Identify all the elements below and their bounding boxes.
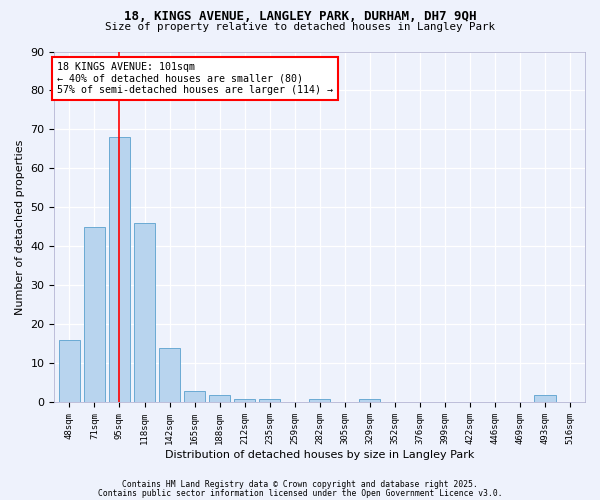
Text: Contains HM Land Registry data © Crown copyright and database right 2025.: Contains HM Land Registry data © Crown c… <box>122 480 478 489</box>
Bar <box>84 227 105 402</box>
Bar <box>134 223 155 402</box>
Bar <box>159 348 180 403</box>
Bar <box>109 138 130 402</box>
Bar <box>184 391 205 402</box>
Bar <box>259 398 280 402</box>
X-axis label: Distribution of detached houses by size in Langley Park: Distribution of detached houses by size … <box>165 450 475 460</box>
Text: 18 KINGS AVENUE: 101sqm
← 40% of detached houses are smaller (80)
57% of semi-de: 18 KINGS AVENUE: 101sqm ← 40% of detache… <box>57 62 333 95</box>
Bar <box>59 340 80 402</box>
Bar <box>535 394 556 402</box>
Text: 18, KINGS AVENUE, LANGLEY PARK, DURHAM, DH7 9QH: 18, KINGS AVENUE, LANGLEY PARK, DURHAM, … <box>124 10 476 23</box>
Bar <box>234 398 255 402</box>
Bar <box>209 394 230 402</box>
Bar <box>309 398 331 402</box>
Bar <box>359 398 380 402</box>
Y-axis label: Number of detached properties: Number of detached properties <box>15 140 25 314</box>
Text: Contains public sector information licensed under the Open Government Licence v3: Contains public sector information licen… <box>98 488 502 498</box>
Text: Size of property relative to detached houses in Langley Park: Size of property relative to detached ho… <box>105 22 495 32</box>
